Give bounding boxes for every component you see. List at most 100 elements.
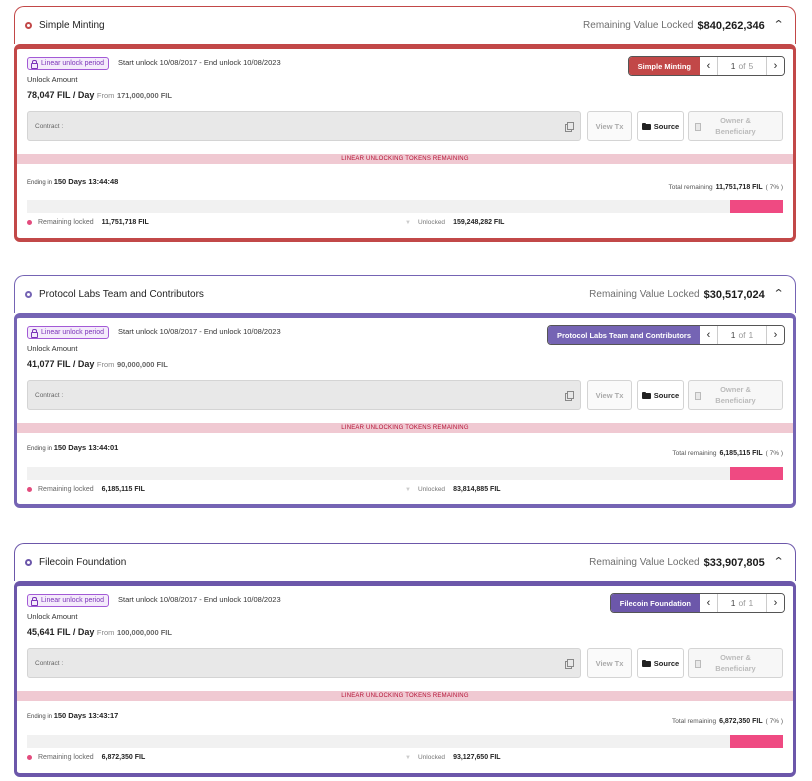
per-day-label: / Day xyxy=(72,90,95,100)
chevron-right-icon[interactable]: › xyxy=(767,326,784,344)
beneficiary-label: Beneficiary xyxy=(715,664,756,673)
unlock-amount-label: Unlock Amount xyxy=(27,344,78,353)
copy-icon[interactable] xyxy=(565,390,574,401)
linear-unlocking-strip: LINEAR UNLOCKING TOKENS REMAINING xyxy=(17,691,793,701)
progress-track xyxy=(27,735,783,748)
pink-dot-icon xyxy=(27,487,32,492)
page-of: of xyxy=(738,330,746,340)
from-label: From xyxy=(96,628,115,637)
gray-marker-icon: ▼ xyxy=(405,754,411,761)
progress-fill-locked xyxy=(730,735,783,748)
unlock-amount-label: Unlock Amount xyxy=(27,75,78,84)
chevron-right-icon[interactable]: › xyxy=(767,57,784,75)
chevron-up-icon[interactable]: ⌃ xyxy=(772,19,785,31)
unlock-rate: 78,047 FIL / Day From 171,000,000 FIL xyxy=(27,90,172,100)
section-header[interactable]: Protocol Labs Team and Contributors Rema… xyxy=(14,275,796,313)
unlocked-label: Unlocked xyxy=(417,486,446,493)
total-remaining-percent: ( 7% ) xyxy=(765,718,783,725)
gray-marker-icon: ▼ xyxy=(405,486,411,493)
ending-label: Ending in xyxy=(27,180,53,186)
owner-beneficiary-button[interactable]: Owner & Beneficiary xyxy=(688,380,783,410)
remaining-locked-label: Remaining locked xyxy=(38,219,94,226)
source-button[interactable]: Source xyxy=(637,380,684,410)
schedule-pager: Simple Minting ‹ 1 of 5 › xyxy=(627,56,785,76)
contract-label: Contract : xyxy=(35,122,64,130)
view-tx-button[interactable]: View Tx xyxy=(587,111,632,141)
ending-value: 150 Days 13:43:17 xyxy=(53,711,119,720)
linear-unlock-badge: Linear unlock period xyxy=(27,594,110,607)
unlock-dates: Start unlock 10/08/2017 - End unlock 10/… xyxy=(118,595,281,604)
total-remaining-value: 6,185,115 FIL xyxy=(719,450,763,457)
page-current: 1 xyxy=(730,330,736,340)
from-amount: 171,000,000 FIL xyxy=(116,91,172,100)
remaining-value-amount: $33,907,805 xyxy=(703,556,765,569)
from-label: From xyxy=(96,360,115,369)
section-body: Linear unlock period Start unlock 10/08/… xyxy=(14,313,796,508)
unlocked-value: 83,814,885 FIL xyxy=(453,486,501,493)
from-amount: 90,000,000 FIL xyxy=(116,360,168,369)
pager-schedule-name: Filecoin Foundation xyxy=(610,594,700,612)
status-dot-icon xyxy=(25,559,32,566)
contract-field[interactable]: Contract : xyxy=(27,648,581,678)
copy-icon[interactable] xyxy=(565,658,574,669)
progress-track xyxy=(27,467,783,480)
view-tx-button[interactable]: View Tx xyxy=(587,380,632,410)
rate-value: 78,047 FIL xyxy=(27,90,71,100)
legend-unlocked: ▼ Unlocked 93,127,650 FIL xyxy=(405,754,501,761)
remaining-locked-value: 6,185,115 FIL xyxy=(101,486,145,493)
owner-beneficiary-button[interactable]: Owner & Beneficiary xyxy=(688,111,783,141)
total-remaining-label: Total remaining xyxy=(672,450,717,457)
page-total: 1 xyxy=(748,598,754,608)
per-day-label: / Day xyxy=(72,627,95,637)
ending-countdown: Ending in 150 Days 13:43:17 xyxy=(27,711,118,720)
legend-unlocked: ▼ Unlocked 83,814,885 FIL xyxy=(405,486,501,493)
page-total: 1 xyxy=(748,330,754,340)
chevron-left-icon[interactable]: ‹ xyxy=(700,594,717,612)
total-remaining-percent: ( 7% ) xyxy=(765,450,783,457)
section-header[interactable]: Filecoin Foundation Remaining Value Lock… xyxy=(14,543,796,581)
page-current: 1 xyxy=(730,598,736,608)
view-tx-button[interactable]: View Tx xyxy=(587,648,632,678)
document-icon xyxy=(695,123,701,131)
legend-remaining-locked: Remaining locked 6,872,350 FIL xyxy=(27,754,145,761)
status-dot-icon xyxy=(25,291,32,298)
document-icon xyxy=(695,660,701,668)
page-current: 1 xyxy=(730,61,736,71)
unlock-amount-label: Unlock Amount xyxy=(27,612,78,621)
from-label: From xyxy=(96,91,115,100)
badge-label: Linear unlock period xyxy=(41,60,105,67)
progress-fill-locked xyxy=(730,467,783,480)
section-header[interactable]: Simple Minting Remaining Value Locked $8… xyxy=(14,6,796,44)
page-counter: 1 of 5 xyxy=(717,57,767,75)
progress-fill-locked xyxy=(730,200,783,213)
owner-beneficiary-button[interactable]: Owner & Beneficiary xyxy=(688,648,783,678)
chevron-left-icon[interactable]: ‹ xyxy=(700,326,717,344)
ending-value: 150 Days 13:44:48 xyxy=(53,177,119,186)
section-title: Simple Minting xyxy=(39,20,105,31)
chevron-left-icon[interactable]: ‹ xyxy=(700,57,717,75)
ending-countdown: Ending in 150 Days 13:44:01 xyxy=(27,443,118,452)
pink-dot-icon xyxy=(27,220,32,225)
rate-value: 41,077 FIL xyxy=(27,359,71,369)
unlocked-value: 93,127,650 FIL xyxy=(453,754,501,761)
contract-field[interactable]: Contract : xyxy=(27,380,581,410)
unlocked-label: Unlocked xyxy=(417,219,446,226)
chevron-right-icon[interactable]: › xyxy=(767,594,784,612)
page-of: of xyxy=(738,61,746,71)
chevron-up-icon[interactable]: ⌃ xyxy=(772,288,785,300)
copy-icon[interactable] xyxy=(565,121,574,132)
remaining-locked-label: Remaining locked xyxy=(38,754,94,761)
unlock-dates: Start unlock 10/08/2017 - End unlock 10/… xyxy=(118,58,281,67)
contract-field[interactable]: Contract : xyxy=(27,111,581,141)
total-remaining-value: 11,751,718 FIL xyxy=(715,184,763,191)
owner-label: Owner & xyxy=(720,653,751,662)
rate-value: 45,641 FIL xyxy=(27,627,71,637)
chevron-up-icon[interactable]: ⌃ xyxy=(772,556,785,568)
source-button[interactable]: Source xyxy=(637,111,684,141)
beneficiary-label: Beneficiary xyxy=(715,127,756,136)
total-remaining-percent: ( 7% ) xyxy=(765,184,783,191)
source-button[interactable]: Source xyxy=(637,648,684,678)
remaining-value-label: Remaining Value Locked xyxy=(589,289,700,300)
document-icon xyxy=(695,392,701,400)
